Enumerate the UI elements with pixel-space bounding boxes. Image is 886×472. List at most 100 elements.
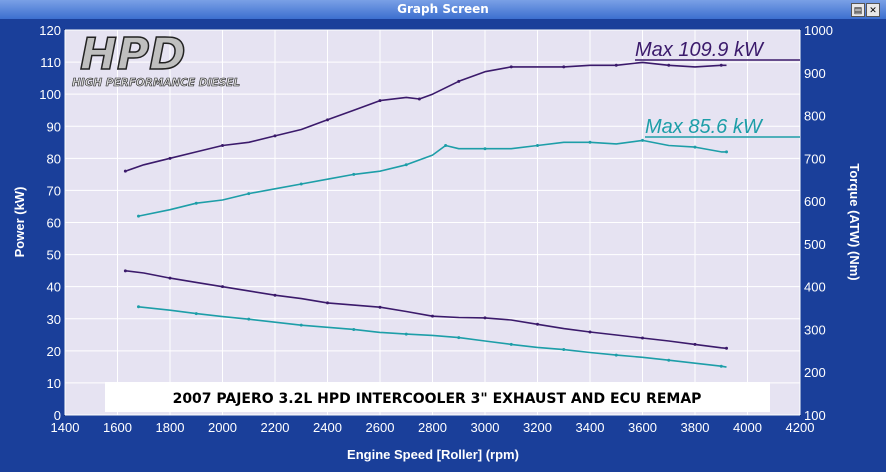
series-point-torque_a — [168, 276, 172, 280]
y-tick-label: 90 — [47, 119, 61, 134]
x-tick-label: 4200 — [786, 420, 815, 435]
series-point-torque_a — [123, 269, 127, 273]
series-point-power_b — [444, 144, 448, 147]
series-point-power_a — [614, 63, 618, 67]
series-point-power_b — [299, 182, 303, 186]
x-tick-label: 2200 — [261, 420, 290, 435]
x-tick-label: 3800 — [681, 420, 710, 435]
y-tick-label: 0 — [54, 408, 61, 423]
y-tick-label: 30 — [47, 312, 61, 327]
x-tick-label: 3600 — [628, 420, 657, 435]
y-tick-label: 60 — [47, 216, 61, 231]
y-tick-label: 20 — [47, 344, 61, 359]
series-point-torque_a — [378, 305, 382, 309]
chart-title: 2007 PAJERO 3.2L HPD INTERCOOLER 3" EXHA… — [173, 391, 702, 407]
dyno-chart: 1400 1600 1800 2000 2200 2400 2600 2800 3000 3200… — [12, 23, 862, 462]
y-tick-label: 100 — [39, 87, 61, 102]
axis-ticks: 1400 1600 1800 2000 2200 2400 2600 2800 3000 3200… — [39, 23, 833, 435]
y2-tick-label: 700 — [804, 151, 826, 166]
series-point-power_b — [483, 147, 487, 151]
y2-tick-label: 800 — [804, 109, 826, 124]
y2-tick-label: 600 — [804, 194, 826, 209]
y-tick-label: 110 — [40, 55, 61, 70]
chart-title-box — [105, 382, 770, 412]
window-titlebar: Graph Screen ▤ ✕ — [0, 0, 886, 19]
x-tick-label: 4000 — [733, 420, 762, 435]
series-point-power_a — [378, 99, 382, 103]
series-point-power_b — [725, 150, 728, 154]
series-point-torque_b — [299, 323, 303, 327]
series-point-power_a — [417, 97, 421, 101]
y2-tick-label: 1000 — [804, 23, 833, 38]
window-title: Graph Screen — [397, 2, 489, 16]
close-icon[interactable]: ✕ — [866, 3, 880, 17]
x-tick-label: 1400 — [51, 420, 80, 435]
y-tick-label: 50 — [47, 248, 61, 263]
series-point-torque_a — [641, 336, 644, 340]
series-point-power_b — [404, 163, 408, 167]
series-point-torque_a — [431, 314, 434, 318]
series-point-torque_a — [221, 285, 224, 289]
max-annotation-power_b: Max 85.6 kW — [645, 116, 764, 138]
y-tick-label: 80 — [47, 151, 61, 166]
x-tick-label: 3000 — [471, 420, 500, 435]
series-line-torque_b — [138, 306, 727, 368]
y2-tick-label: 300 — [804, 322, 826, 337]
series-point-torque_b — [614, 353, 618, 357]
series-point-power_a — [509, 65, 513, 69]
series-point-power_b — [588, 140, 592, 144]
annotations: Max 109.9 kW Max 85.6 kW — [635, 39, 800, 138]
series-point-power_a — [273, 134, 277, 138]
x-tick-label: 3400 — [576, 420, 605, 435]
series-point-torque_a — [693, 342, 697, 346]
y-tick-label: 70 — [47, 183, 61, 198]
y-tick-label: 10 — [47, 376, 61, 391]
y-tick-label: 40 — [47, 280, 61, 295]
grid — [64, 29, 801, 416]
hpd-logo: HPD HIGH PERFORMANCE DIESEL — [72, 28, 241, 89]
series-line-power_a — [125, 61, 727, 172]
series-point-power_b — [693, 145, 697, 149]
series-point-power_a — [221, 144, 224, 147]
y2-tick-label: 900 — [804, 66, 826, 81]
x-tick-label: 1600 — [103, 420, 132, 435]
max-annotation-power_a: Max 109.9 kW — [635, 39, 765, 61]
y2-tick-label: 400 — [804, 280, 826, 295]
series-point-power_b — [641, 138, 644, 142]
series-point-power_a — [667, 63, 671, 67]
restore-window-icon[interactable]: ▤ — [851, 3, 865, 17]
series-point-torque_b — [457, 336, 461, 340]
series-point-torque_b — [562, 348, 566, 352]
x-axis-label: Engine Speed [Roller] (rpm) — [347, 447, 519, 462]
x-tick-label: 2400 — [313, 420, 342, 435]
series-point-power_b — [536, 144, 539, 147]
logo-subtext: HIGH PERFORMANCE DIESEL — [72, 77, 240, 89]
series-point-torque_a — [725, 346, 728, 350]
series-point-power_a — [562, 65, 566, 69]
x-tick-label: 2000 — [208, 420, 237, 435]
series-point-torque_a — [588, 330, 592, 334]
series-point-power_b — [137, 214, 140, 218]
series-point-torque_b — [509, 342, 513, 346]
series-point-power_a — [326, 118, 329, 122]
series-point-torque_a — [483, 316, 487, 320]
x-tick-label: 1800 — [156, 420, 185, 435]
series-point-torque_b — [247, 317, 251, 321]
series-point-power_b — [247, 192, 251, 196]
x-tick-label: 2800 — [418, 420, 447, 435]
x-tick-label: 3200 — [523, 420, 552, 435]
series-point-torque_b — [194, 312, 198, 316]
y2-tick-label: 100 — [804, 408, 826, 423]
series-point-torque_b — [352, 327, 356, 331]
y-axis-label: Power (kW) — [12, 187, 27, 258]
series-point-power_a — [457, 79, 461, 83]
series-point-torque_b — [404, 332, 408, 336]
series-point-power_b — [194, 201, 198, 205]
series-point-torque_a — [326, 301, 329, 305]
series-point-torque_b — [137, 305, 140, 309]
series-lines — [123, 61, 728, 368]
y-tick-label: 120 — [39, 23, 61, 38]
series-point-power_a — [168, 156, 172, 160]
x-tick-label: 2600 — [366, 420, 395, 435]
series-point-power_a — [123, 169, 127, 173]
